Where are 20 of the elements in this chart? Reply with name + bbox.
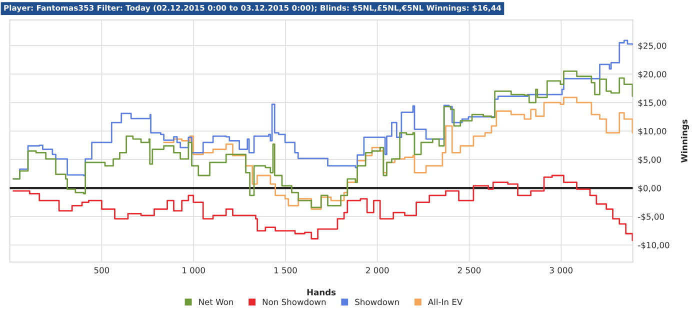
y-tick-label: $0,00 <box>638 184 661 192</box>
x-tick-label: 2 500 <box>458 267 481 274</box>
legend-label: Non Showdown <box>262 298 326 306</box>
legend-label: Net Won <box>199 298 234 306</box>
x-tick-label: 2 000 <box>366 267 389 274</box>
x-tick-label: 1 000 <box>182 267 205 274</box>
y-tick-label: $20,00 <box>638 70 666 78</box>
x-axis-title: Hands <box>307 288 336 296</box>
y-tick-label: $25,00 <box>638 42 666 50</box>
y-tick-label: -$5,00 <box>638 213 664 221</box>
legend-label: All-In EV <box>428 298 463 305</box>
y-axis-title: Winnings <box>680 120 690 163</box>
y-tick-label: $10,00 <box>638 128 666 136</box>
y-tick-label: $15,00 <box>638 99 666 107</box>
legend-label: Showdown <box>355 298 399 306</box>
x-tick-label: 1 500 <box>274 267 297 274</box>
x-tick-label: 3 000 <box>550 267 572 274</box>
y-tick-label: $5,00 <box>638 156 661 164</box>
x-tick-label: 500 <box>94 267 110 274</box>
y-tick-label: -$10,00 <box>638 242 670 250</box>
